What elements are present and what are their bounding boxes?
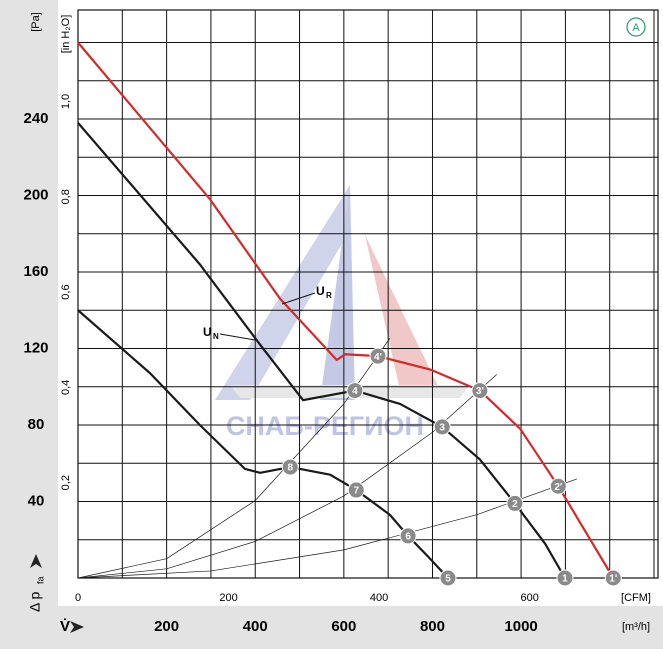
x-tick-label: 800	[420, 618, 445, 635]
plot-frame	[77, 9, 659, 579]
point-label: 7	[353, 486, 359, 497]
y-tick-label: 240	[23, 110, 48, 127]
curve	[77, 374, 497, 579]
badge: A	[632, 22, 640, 34]
y-tick-label: 200	[23, 186, 48, 203]
y2-tick-label: 1,0	[60, 94, 72, 109]
watermark-text: СНАБ-РЕГИОН	[226, 411, 424, 441]
y-arrow	[30, 554, 42, 568]
legend-label-sub: N	[213, 332, 219, 341]
x-tick-label: 400	[243, 618, 268, 635]
label-leader	[219, 333, 256, 341]
operating-point	[281, 458, 299, 476]
y2-tick-label: 0,8	[60, 189, 72, 204]
operating-point	[506, 494, 524, 512]
point-label: 2	[512, 499, 518, 510]
curve	[77, 122, 566, 579]
y-axis-label: [Pa]	[30, 12, 42, 32]
y-symbol: Δ p fa	[27, 554, 45, 612]
legend-label: U	[203, 325, 212, 339]
operating-point	[439, 569, 457, 587]
point-label: 3	[439, 423, 445, 434]
point-label: 2'	[554, 482, 562, 493]
operating-point	[346, 382, 364, 400]
point-label: 4	[352, 386, 358, 397]
point-label: 8	[287, 463, 293, 474]
x-tick-label: 200	[154, 618, 179, 635]
badge-circle	[626, 17, 646, 37]
operating-point	[604, 569, 622, 587]
point-label: 3'	[476, 386, 484, 397]
y2-tick-label: 0,2	[60, 475, 72, 490]
point-label: 1	[562, 574, 568, 585]
bottom-band	[0, 606, 663, 649]
label-leader	[281, 292, 316, 305]
y-symbol-main: Δ p	[27, 592, 43, 612]
x2-tick-label: 200	[219, 592, 237, 604]
x-tick-label: 1000	[504, 618, 537, 635]
plot: 40 80 120 160 200 240 200 400 600 800 1000 0 200 400 6…	[23, 9, 659, 635]
point-label: 5	[445, 574, 451, 585]
y-tick-label: 80	[28, 416, 45, 433]
x-tick-label: 600	[331, 618, 356, 635]
operating-point	[347, 481, 365, 499]
legend-label: U	[316, 284, 325, 298]
curve	[77, 337, 391, 579]
left-band	[0, 0, 58, 649]
operating-point	[471, 382, 489, 400]
curve	[77, 478, 578, 579]
watermark: СНАБ-РЕГИОН	[215, 185, 470, 441]
y-tick-label: 40	[28, 492, 45, 509]
operating-point	[549, 477, 567, 495]
x2-axis-label: [CFM]	[621, 592, 651, 604]
x-symbol: V̇	[60, 618, 70, 635]
x2-tick-label: 400	[370, 592, 388, 604]
x2-tick-label: 600	[520, 592, 538, 604]
y-tick-label: 160	[23, 263, 48, 280]
x2-tick-label: 0	[75, 592, 81, 604]
operating-point	[556, 569, 574, 587]
operating-point	[433, 418, 451, 436]
y2-axis-label: [in H₂O]	[60, 15, 72, 54]
operating-point	[369, 347, 387, 365]
point-label: 6	[405, 532, 411, 543]
operating-point	[399, 527, 417, 545]
point-label: 1'	[609, 574, 617, 585]
y2-tick-label: 0,6	[60, 284, 72, 299]
x-arrow	[70, 621, 84, 633]
x-axis-label: [m³/h]	[622, 621, 650, 633]
y-tick-label: 120	[23, 339, 48, 356]
point-label: 4'	[374, 352, 382, 363]
y2-tick-label: 0,4	[60, 380, 72, 395]
y-symbol-sub: fa	[35, 576, 45, 584]
legend-label-sub: R	[326, 291, 332, 300]
